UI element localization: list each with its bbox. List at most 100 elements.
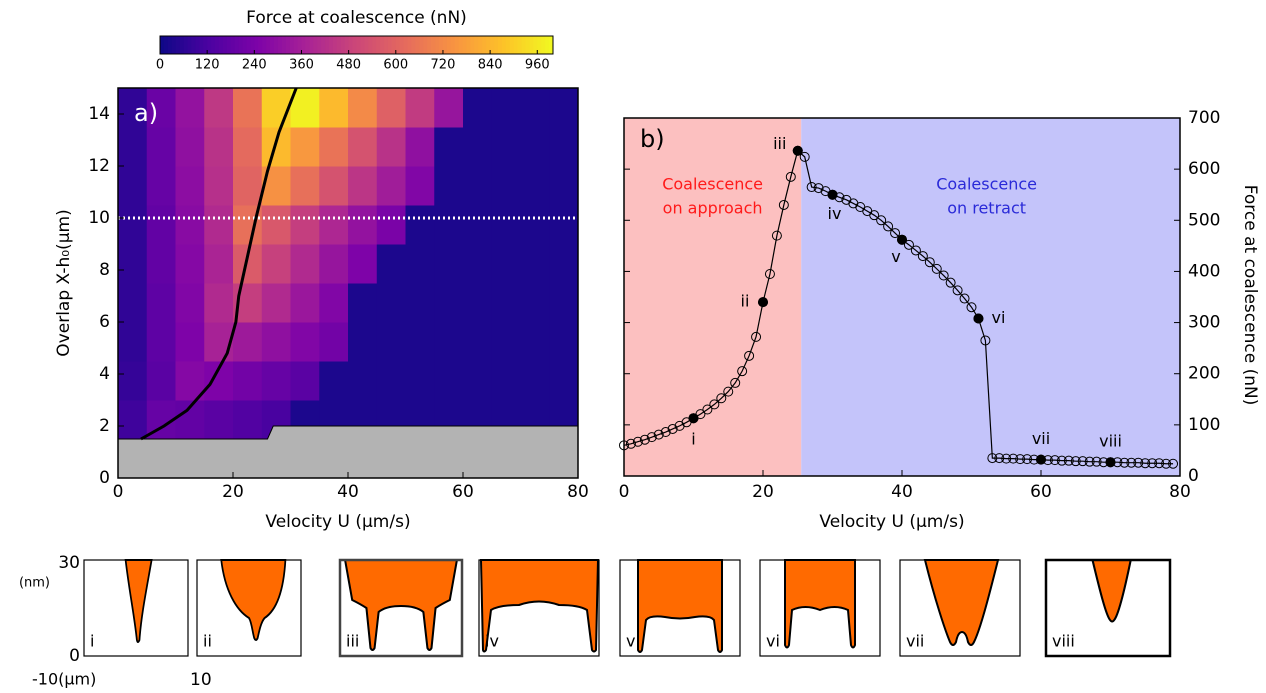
heatmap-cell xyxy=(348,205,378,245)
x-tick-label: 40 xyxy=(337,482,359,502)
inset: iv xyxy=(478,559,600,657)
heatmap-cell xyxy=(204,166,234,206)
heatmap-cell xyxy=(520,127,550,167)
y2-tick-label: 200 xyxy=(1188,364,1220,384)
heatmap-cell xyxy=(319,244,349,284)
marker xyxy=(1161,458,1172,469)
highlight-marker xyxy=(897,234,907,245)
heatmap-cell xyxy=(204,283,234,323)
heatmap-cell xyxy=(118,322,148,362)
heatmap-cell xyxy=(290,322,320,362)
marker xyxy=(751,331,762,342)
colorbar-segment xyxy=(207,36,212,54)
colorbar-segment xyxy=(183,36,189,54)
colorbar-segment xyxy=(395,36,401,54)
y2-tick-label: 700 xyxy=(1188,108,1220,128)
y2-tick-label: 600 xyxy=(1188,159,1220,179)
heatmap-cell xyxy=(549,88,579,128)
inset-label: iv xyxy=(485,632,499,651)
colorbar-segment xyxy=(454,36,460,54)
heatmap-cell xyxy=(491,127,521,167)
marker xyxy=(646,432,657,443)
heatmap-cell xyxy=(549,283,579,323)
colorbar-tick-label: 600 xyxy=(383,58,408,73)
heatmap-cell xyxy=(376,166,406,206)
marker xyxy=(1126,457,1137,468)
colorbar-segment xyxy=(403,36,409,54)
heatmap-cell xyxy=(491,166,521,206)
colorbar-segment xyxy=(340,36,346,54)
colorbar-segment xyxy=(549,36,554,54)
heatmap-cell xyxy=(405,244,435,284)
colorbar-segment xyxy=(262,36,267,54)
colorbar-segment xyxy=(533,36,538,54)
heatmap-cell xyxy=(290,244,320,284)
heatmap-cell xyxy=(463,244,493,284)
heatmap-cell xyxy=(261,361,291,401)
colorbar-segment xyxy=(505,36,511,54)
heatmap-cell xyxy=(463,127,493,167)
colorbar-segment xyxy=(486,36,491,54)
heatmap-cell xyxy=(146,166,176,206)
heatmap-cell xyxy=(376,361,406,401)
heatmap-cell xyxy=(376,244,406,284)
heatmap-cell xyxy=(405,283,435,323)
inset-label: viii xyxy=(1052,632,1075,651)
profile xyxy=(220,559,287,641)
colorbar-frame xyxy=(159,35,554,55)
inset-y-label: (nm) xyxy=(19,576,50,591)
marker xyxy=(1063,455,1074,466)
marker xyxy=(1077,456,1088,467)
inset-frame xyxy=(1044,558,1172,658)
heatmap-cell xyxy=(319,322,349,362)
colorbar-segment xyxy=(289,36,295,54)
colorbar-segment xyxy=(372,36,377,54)
highlight-marker xyxy=(973,313,984,324)
profile xyxy=(479,559,600,653)
marker xyxy=(799,151,810,162)
marker xyxy=(987,453,998,464)
colorbar-segment xyxy=(160,36,165,54)
heatmap-cell xyxy=(434,166,464,206)
y-tick-label: 14 xyxy=(88,104,110,124)
heatmap-cell xyxy=(233,127,263,167)
heatmap-cell xyxy=(434,283,464,323)
colorbar-segment xyxy=(175,36,181,54)
colorbar-segment xyxy=(191,36,196,54)
marker xyxy=(667,423,678,434)
heatmap-cell xyxy=(261,88,291,128)
heatmap-cell xyxy=(549,322,579,362)
inset-label: i xyxy=(90,632,94,651)
heatmap-cell xyxy=(146,205,176,245)
heatmap-cell xyxy=(118,166,148,206)
y-tick-label: 12 xyxy=(88,156,110,176)
colorbar-tick-label: 240 xyxy=(242,58,267,73)
colorbar-segment xyxy=(195,36,200,54)
y-tick-label: 8 xyxy=(99,260,110,280)
colorbar-segment xyxy=(466,36,471,54)
marker xyxy=(806,182,817,193)
heatmap-cell xyxy=(463,322,493,362)
heatmap-cell xyxy=(146,283,176,323)
marker xyxy=(1147,458,1158,469)
heatmap-cell xyxy=(376,205,406,245)
heatmap-cell xyxy=(233,88,263,128)
marker xyxy=(1084,456,1095,467)
inset-frame xyxy=(83,559,189,657)
heatmap-cell xyxy=(175,283,205,323)
heatmap-cell xyxy=(319,283,349,323)
heatmap-cell xyxy=(175,127,205,167)
inset: ii xyxy=(196,559,302,657)
heatmap-cell xyxy=(549,166,579,206)
colorbar-segment xyxy=(301,36,306,54)
heatmap-cell xyxy=(175,166,205,206)
colorbar-segment xyxy=(273,36,279,54)
colorbar-segment xyxy=(242,36,247,54)
y-tick-label: 6 xyxy=(99,312,110,332)
highlight-marker xyxy=(1036,454,1046,465)
y-tick-label: 10 xyxy=(88,208,110,228)
heatmap-cell xyxy=(463,361,493,401)
point-label: vi xyxy=(991,308,1005,327)
marker xyxy=(1091,456,1102,467)
marker xyxy=(945,277,956,288)
